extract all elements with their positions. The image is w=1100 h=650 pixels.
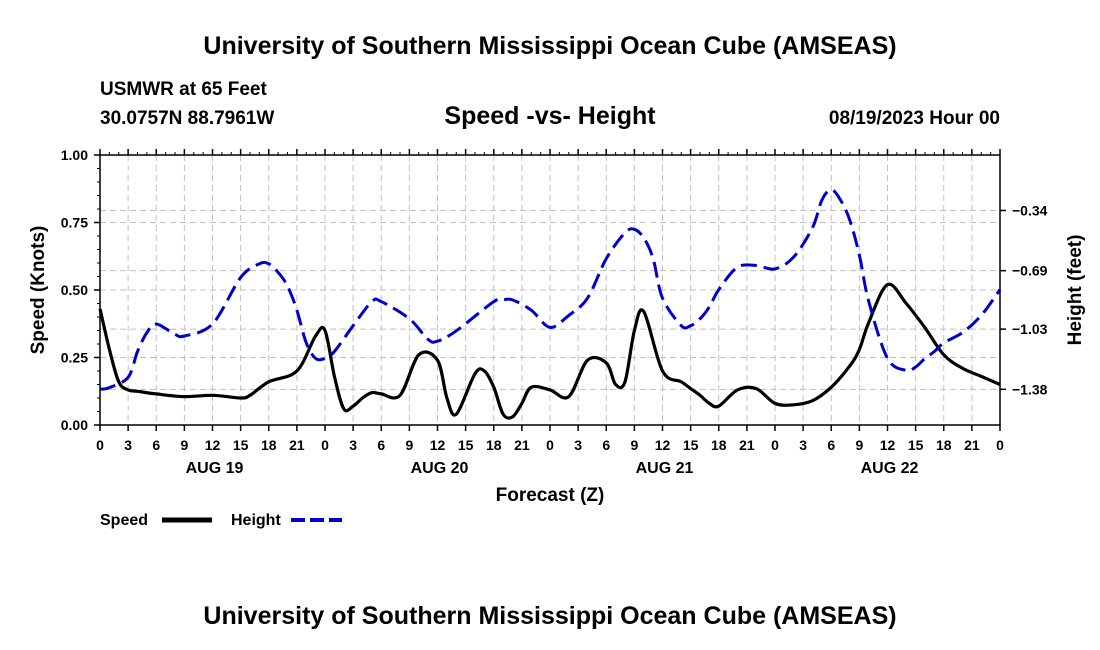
x-tick-label: 21 — [964, 437, 980, 453]
x-tick-label: 9 — [855, 437, 863, 453]
x-tick-label: 18 — [486, 437, 502, 453]
y2-tick-label: −1.03 — [1012, 321, 1048, 337]
datetime-label: 08/19/2023 Hour 00 — [829, 108, 1000, 129]
y-tick-label: 0.00 — [61, 417, 88, 433]
x-axis-label: Forecast (Z) — [496, 485, 605, 506]
x-tick-label: 0 — [996, 437, 1004, 453]
x-tick-label: 0 — [96, 437, 104, 453]
grid — [100, 155, 1000, 425]
x-tick-label: 15 — [683, 437, 699, 453]
series-line-height — [99, 188, 1002, 391]
chart-title: Speed -vs- Height — [444, 102, 656, 130]
day-label: AUG 21 — [636, 460, 694, 477]
x-tick-label: 3 — [124, 437, 132, 453]
x-tick-label: 3 — [349, 437, 357, 453]
x-tick-label: 18 — [711, 437, 727, 453]
x-tick-label: 15 — [458, 437, 474, 453]
x-tick-label: 12 — [205, 437, 221, 453]
legend-speed-label: Speed — [100, 512, 148, 529]
series-layer — [98, 188, 1002, 420]
x-tick-label: 3 — [574, 437, 582, 453]
day-label: AUG 20 — [411, 460, 469, 477]
x-tick-label: 9 — [405, 437, 413, 453]
x-tick-label: 9 — [180, 437, 188, 453]
x-tick-label: 21 — [739, 437, 755, 453]
x-tick-label: 6 — [602, 437, 610, 453]
x-tick-label: 15 — [233, 437, 249, 453]
y-tick-label: 1.00 — [61, 147, 88, 163]
y-axis-label: Speed (Knots) — [28, 226, 49, 355]
day-label: AUG 22 — [861, 460, 919, 477]
x-tick-label: 6 — [827, 437, 835, 453]
y2-tick-label: −0.34 — [1012, 202, 1048, 218]
x-tick-label: 12 — [880, 437, 896, 453]
legend-height-label: Height — [231, 512, 281, 529]
footer-title: University of Southern Mississippi Ocean… — [203, 602, 896, 630]
x-tick-label: 6 — [377, 437, 385, 453]
page-title: University of Southern Mississippi Ocean… — [203, 32, 896, 60]
x-tick-label: 0 — [321, 437, 329, 453]
x-tick-label: 3 — [799, 437, 807, 453]
x-tick-label: 21 — [514, 437, 530, 453]
axes: 0 3 6 9 12 15 18 21 0 3 6 9 12 15 18 21 0 3 6 9 12 15 18 21 0 3 6 9… — [61, 147, 1048, 477]
x-tick-label: 21 — [289, 437, 305, 453]
x-tick-label: 12 — [430, 437, 446, 453]
y2-tick-label: −0.69 — [1012, 263, 1048, 279]
x-tick-label: 0 — [771, 437, 779, 453]
y-tick-label: 0.50 — [61, 282, 88, 298]
x-tick-label: 6 — [152, 437, 160, 453]
x-tick-label: 18 — [936, 437, 952, 453]
series-line-speed — [98, 282, 1001, 420]
coordinates-label: 30.0757N 88.7961W — [100, 108, 274, 129]
x-tick-label: 15 — [908, 437, 924, 453]
y2-axis-label: Height (feet) — [1065, 235, 1086, 346]
y-tick-label: 0.25 — [61, 350, 88, 366]
day-label: AUG 19 — [186, 460, 244, 477]
x-tick-label: 0 — [546, 437, 554, 453]
legend: Speed Height — [100, 512, 342, 529]
x-tick-label: 9 — [630, 437, 638, 453]
station-label: USMWR at 65 Feet — [100, 79, 267, 100]
y2-tick-label: −1.38 — [1012, 381, 1048, 397]
y-tick-label: 0.75 — [61, 215, 88, 231]
x-tick-label: 18 — [261, 437, 277, 453]
x-tick-label: 12 — [655, 437, 671, 453]
